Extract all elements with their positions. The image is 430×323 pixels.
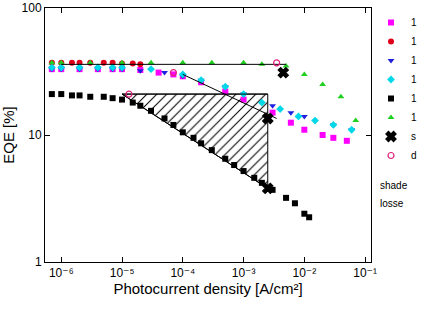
svg-text:100: 100 — [22, 1, 42, 15]
svg-text:1: 1 — [35, 255, 42, 269]
svg-text:EQE [%]: EQE [%] — [0, 106, 17, 164]
svg-text:1: 1 — [411, 55, 417, 66]
svg-text:10⁻³: 10⁻³ — [232, 266, 256, 280]
svg-text:10⁻⁶: 10⁻⁶ — [49, 266, 74, 280]
svg-text:1: 1 — [411, 17, 417, 28]
svg-text:1: 1 — [411, 36, 417, 47]
svg-text:10: 10 — [28, 128, 42, 142]
svg-text:10⁻¹: 10⁻¹ — [353, 266, 377, 280]
svg-text:1: 1 — [411, 74, 417, 85]
svg-text:s: s — [411, 131, 416, 142]
svg-text:losse: losse — [380, 198, 404, 209]
svg-text:Photocurrent density [A/cm²]: Photocurrent density [A/cm²] — [113, 280, 302, 297]
svg-text:1: 1 — [411, 112, 417, 123]
svg-text:10⁻²: 10⁻² — [292, 266, 316, 280]
svg-text:10⁻⁵: 10⁻⁵ — [110, 266, 135, 280]
svg-text:10⁻⁴: 10⁻⁴ — [170, 266, 195, 280]
svg-text:d: d — [411, 150, 417, 161]
svg-text:1: 1 — [411, 93, 417, 104]
svg-text:shade: shade — [380, 180, 408, 191]
